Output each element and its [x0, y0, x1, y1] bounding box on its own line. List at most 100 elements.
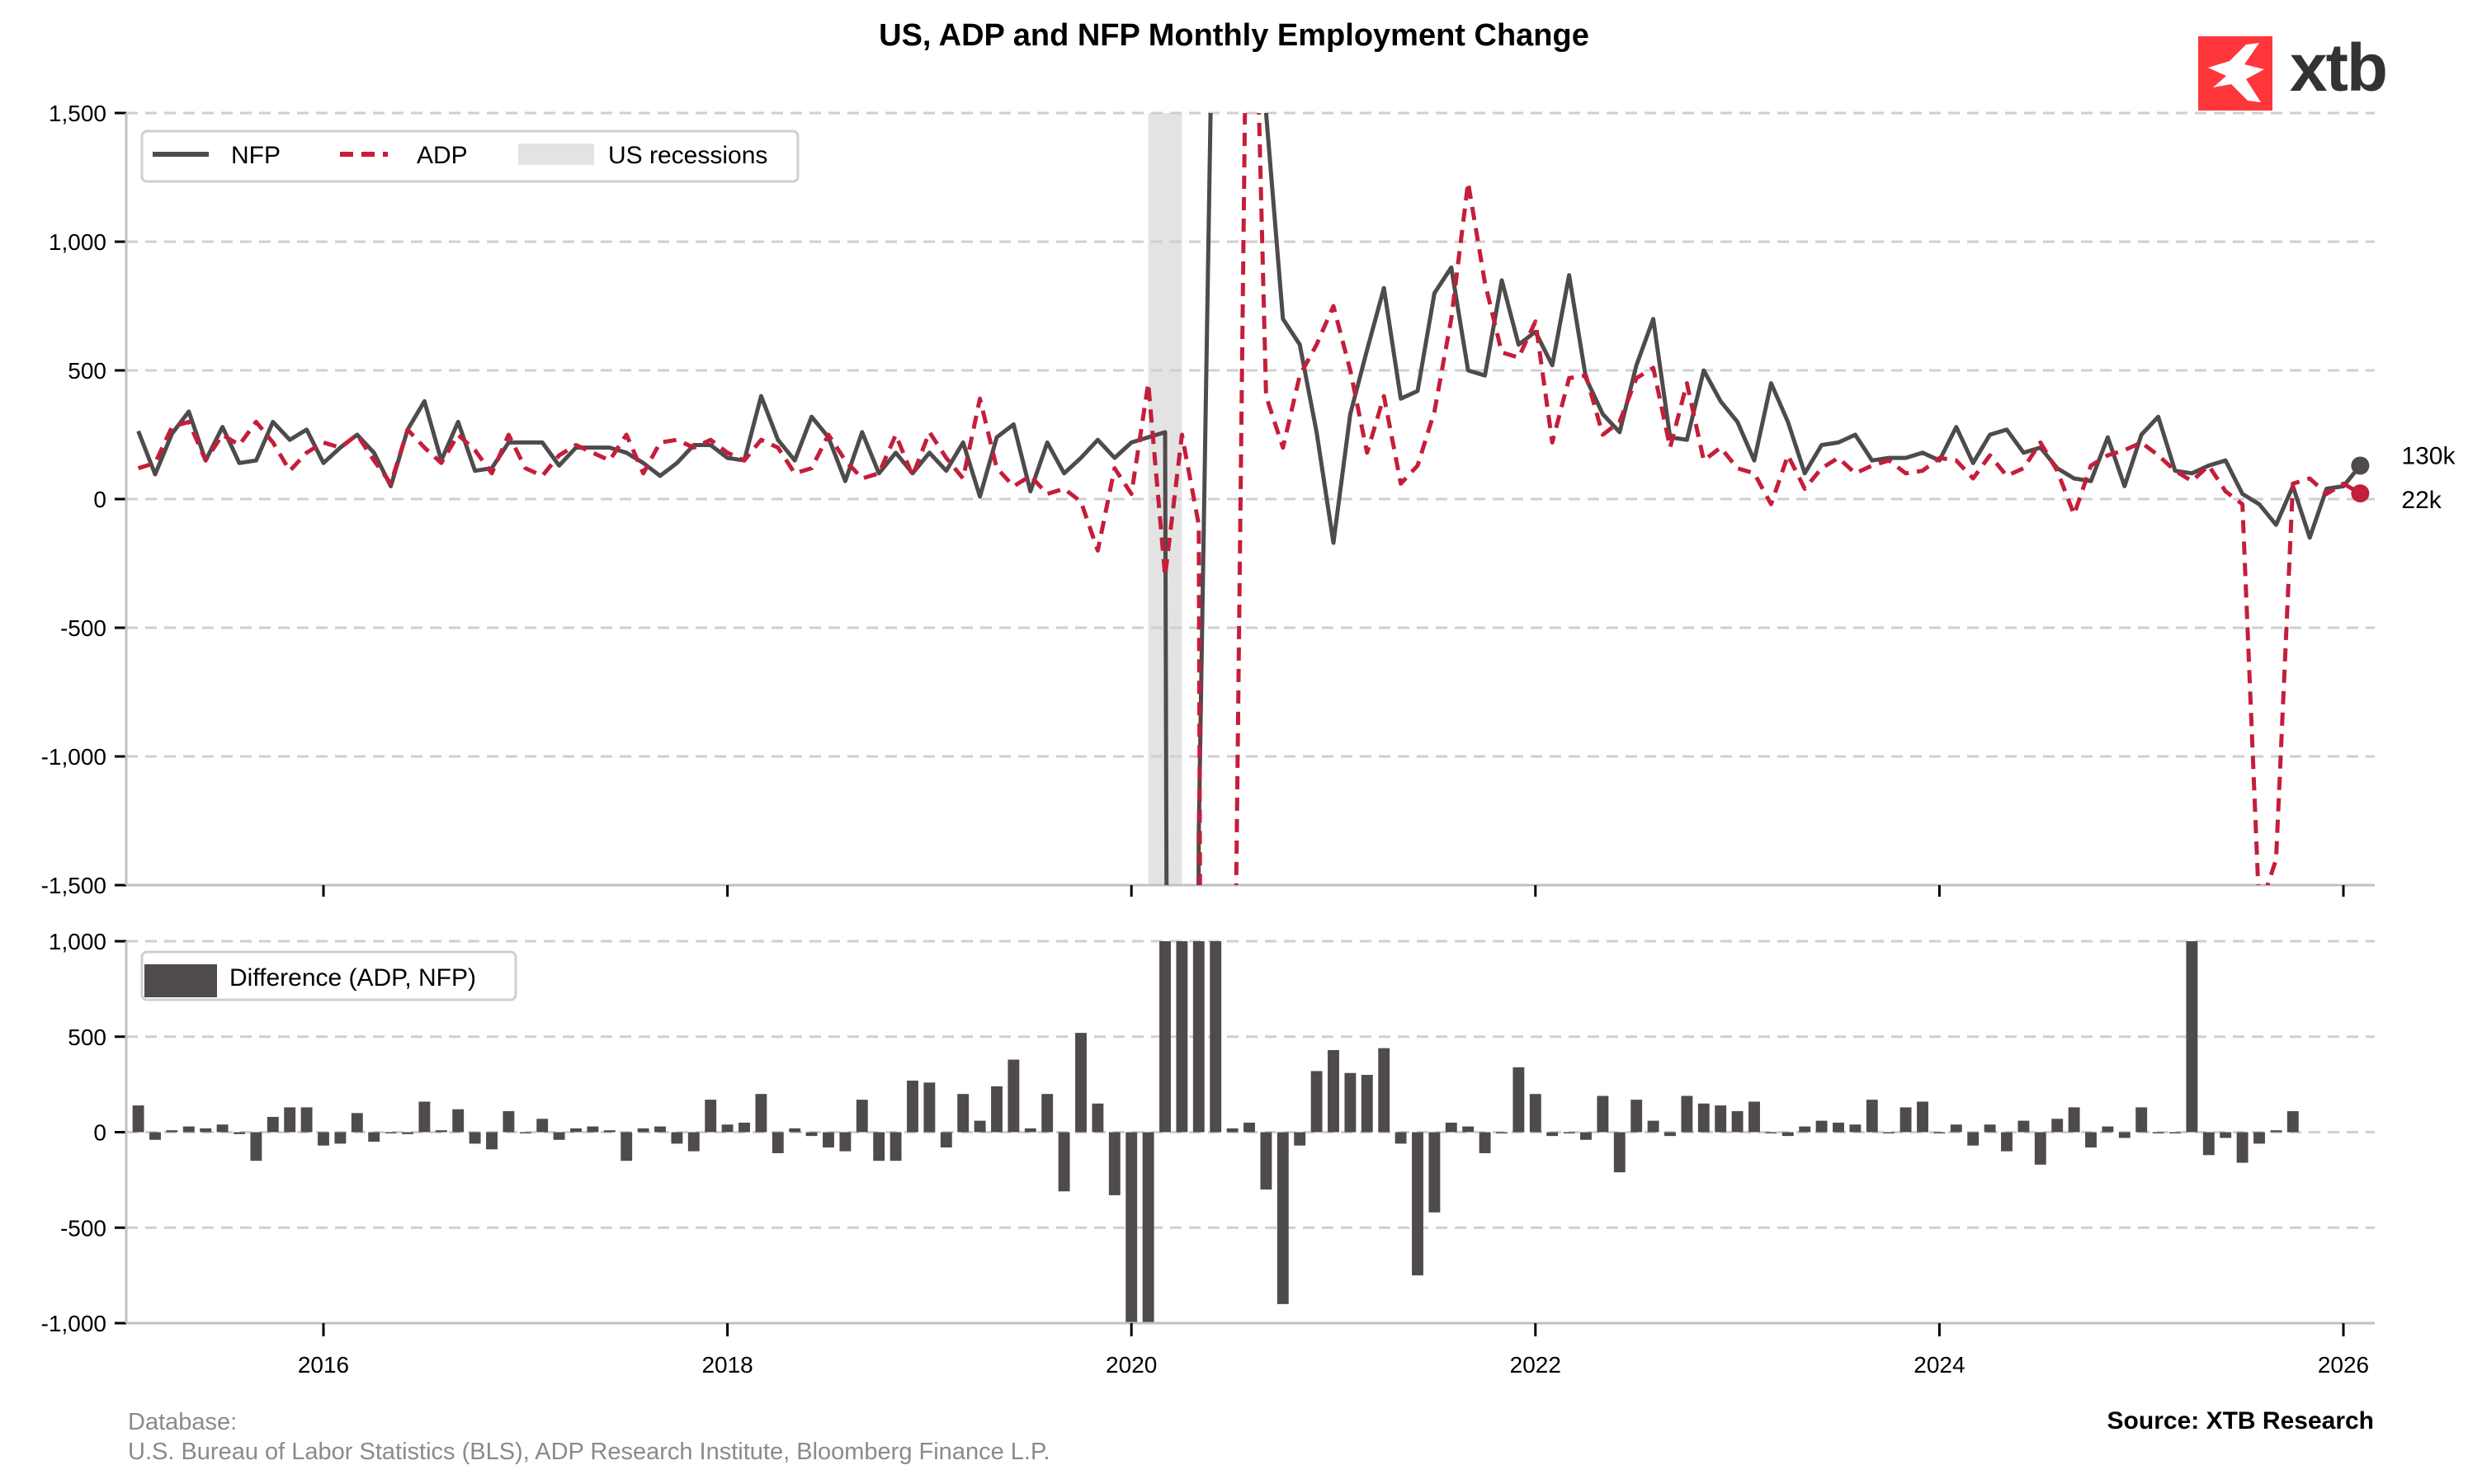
xtb-logo-text: xtb: [2290, 31, 2388, 106]
bar: [166, 1130, 178, 1133]
bar: [1344, 1072, 1357, 1133]
bar: [182, 1126, 195, 1133]
bar: [637, 1128, 649, 1133]
bar: [839, 1132, 852, 1152]
y-tick-label: -500: [60, 1215, 106, 1241]
bar: [300, 1107, 313, 1133]
bar: [2253, 1132, 2265, 1144]
bar: [1849, 1124, 1862, 1133]
bar: [2118, 1132, 2131, 1138]
y-tick-label: 500: [68, 358, 106, 384]
bar: [705, 1100, 717, 1133]
bar: [1125, 1132, 1138, 1323]
y-tick-label: 0: [93, 487, 106, 512]
bar: [1546, 1132, 1559, 1137]
bar: [452, 1109, 465, 1133]
bar: [873, 1132, 885, 1161]
bar: [402, 1132, 413, 1134]
bar: [149, 1132, 161, 1140]
bar: [1075, 1033, 1087, 1133]
bar: [536, 1119, 549, 1133]
legend-recession-label: US recessions: [608, 142, 767, 169]
bar: [553, 1132, 565, 1140]
legend-recession-swatch: [518, 144, 594, 165]
x-tick-label: 2022: [1510, 1352, 1561, 1378]
database-label: Database:: [128, 1409, 238, 1435]
bar: [1394, 1132, 1407, 1144]
bar: [739, 1122, 750, 1133]
bar: [385, 1132, 397, 1133]
bar: [1917, 1101, 1928, 1133]
bar: [2286, 1111, 2299, 1133]
end-label-nfp: 130k: [2401, 442, 2456, 469]
bar: [1833, 1122, 1844, 1133]
legend-box: [140, 130, 800, 183]
bar: [1260, 1132, 1272, 1190]
bar: [2051, 1119, 2064, 1133]
bar: [1715, 1105, 1727, 1133]
legend-box: [140, 950, 517, 1001]
bar: [755, 1094, 767, 1133]
bar: [991, 1086, 1003, 1133]
legend-diff-label: Difference (ADP, NFP): [229, 964, 476, 992]
legend-adp-label: ADP: [417, 142, 468, 169]
bar: [1580, 1132, 1592, 1140]
end-marker-adp: [2351, 484, 2370, 503]
bar: [1159, 941, 1171, 1133]
bar: [721, 1124, 734, 1133]
bar: [1108, 1132, 1121, 1195]
bar: [368, 1132, 380, 1142]
bar: [1142, 1132, 1154, 1323]
bar: [1899, 1107, 1912, 1133]
bar: [974, 1120, 986, 1133]
bar: [2236, 1132, 2249, 1163]
y-tick-label: 1,000: [49, 929, 106, 954]
bar: [772, 1132, 784, 1153]
bar: [132, 1105, 144, 1133]
bar: [418, 1101, 431, 1133]
bar: [2152, 1132, 2164, 1133]
bar: [267, 1116, 279, 1133]
bar: [486, 1132, 498, 1150]
series-line-nfp: [136, 113, 2362, 885]
legend-nfp-label: NFP: [231, 142, 281, 169]
bar: [1815, 1120, 1828, 1133]
chart-title: US, ADP and NFP Monthly Employment Chang…: [879, 18, 1589, 53]
bar: [1748, 1101, 1760, 1133]
bar: [1243, 1122, 1255, 1133]
bar: [1529, 1094, 1541, 1133]
bar: [1781, 1132, 1794, 1137]
bar: [1378, 1048, 1390, 1133]
bar: [1630, 1100, 1643, 1133]
bar: [1276, 1132, 1289, 1304]
bar: [351, 1113, 363, 1133]
bar: [940, 1132, 952, 1148]
bottom-panel: -1,000 -500 0 500 1,000 Difference (ADP, NFP): [41, 929, 2375, 1336]
bar: [1950, 1124, 1962, 1133]
bar: [1428, 1132, 1441, 1213]
bar: [1361, 1075, 1373, 1133]
bar: [2186, 941, 2198, 1133]
bar: [1226, 1128, 1239, 1133]
bar: [1210, 941, 1222, 1133]
end-label-adp: 22k: [2401, 487, 2442, 514]
x-tick-label: 2018: [701, 1352, 753, 1378]
bar: [200, 1128, 212, 1133]
xtb-logo-mark: [2198, 36, 2272, 111]
bar: [435, 1130, 447, 1133]
bar: [1310, 1071, 1323, 1133]
bar: [284, 1107, 296, 1133]
bar: [469, 1132, 481, 1144]
x-tick-label: 2024: [1914, 1352, 1965, 1378]
y-tick-label: -1,500: [41, 873, 106, 898]
bar: [621, 1132, 633, 1161]
bar: [2220, 1132, 2232, 1138]
bar: [1176, 941, 1188, 1133]
bar: [923, 1082, 936, 1133]
bar: [2202, 1132, 2215, 1156]
bar: [2102, 1126, 2114, 1133]
bar: [1328, 1049, 1339, 1133]
bar: [1933, 1132, 1946, 1133]
bar: [1664, 1132, 1676, 1137]
